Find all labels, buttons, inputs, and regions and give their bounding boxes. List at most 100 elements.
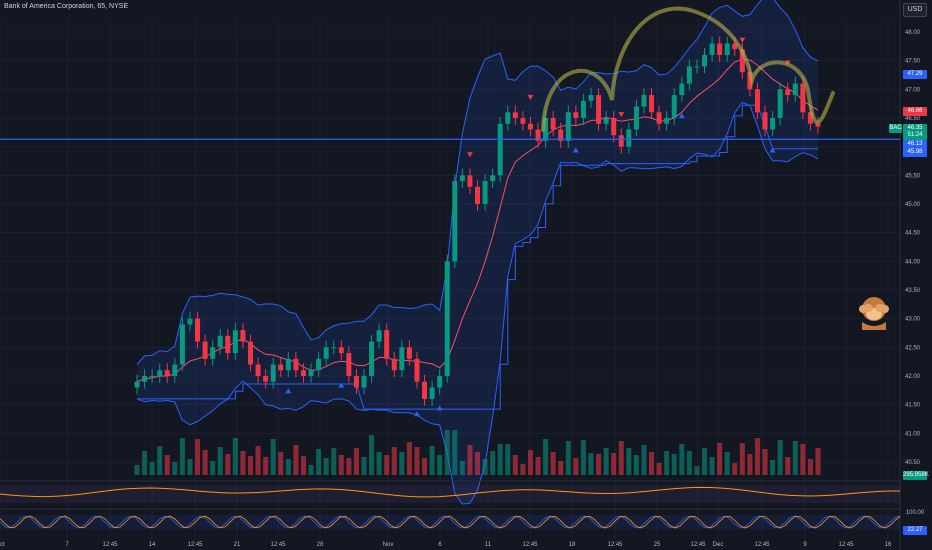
candle <box>762 112 768 130</box>
head-and-shoulders-drawing[interactable] <box>541 6 835 132</box>
candle <box>338 347 344 354</box>
candle <box>285 358 291 371</box>
volume-bar <box>467 445 473 475</box>
volume-bar <box>195 439 201 475</box>
candle <box>573 112 579 118</box>
buy-signal-marker <box>436 405 443 411</box>
candle <box>323 347 329 359</box>
candle <box>270 364 276 382</box>
indicator-value-tag: 100.00 <box>905 510 925 516</box>
volume-bar <box>770 460 776 475</box>
candle <box>717 43 723 55</box>
sell-signal-marker <box>466 152 473 158</box>
candle <box>225 335 231 354</box>
x-tick-label: 12:45 <box>270 542 286 548</box>
volume-bar <box>762 449 768 475</box>
volume-bar <box>248 456 253 475</box>
candle <box>429 387 435 399</box>
candle <box>278 364 284 371</box>
x-tick-label: 18 <box>569 542 576 548</box>
candle <box>792 83 798 96</box>
x-tick-label: 28 <box>317 542 324 548</box>
volume-bar <box>565 441 571 475</box>
candle <box>391 358 397 371</box>
candle <box>626 129 632 147</box>
buy-signal-marker <box>678 113 685 119</box>
candle <box>369 341 375 376</box>
candle <box>603 118 609 124</box>
candle <box>527 123 533 130</box>
y-tick-label: 43.00 <box>905 317 921 323</box>
volume-bar <box>142 451 148 475</box>
candle <box>376 330 382 342</box>
oscillator-line <box>0 486 900 498</box>
volume-bar <box>633 455 639 475</box>
volume-bar <box>164 455 170 475</box>
candle <box>149 376 155 377</box>
x-tick-label: 7 <box>65 542 69 548</box>
trailing-stop-line <box>137 104 818 410</box>
y-tick-label: 42.50 <box>905 345 921 351</box>
candle <box>459 175 465 182</box>
candle <box>679 83 685 96</box>
candle <box>172 364 178 376</box>
volume-bar <box>149 462 155 475</box>
y-tick-label: 45.50 <box>905 173 921 179</box>
volume-bar <box>346 458 352 475</box>
volume-bar <box>490 451 496 475</box>
x-tick-label: 12:45 <box>607 542 623 548</box>
volume-bar <box>384 455 390 475</box>
volume-bar <box>179 438 185 475</box>
volume-bar <box>512 455 518 475</box>
candle <box>134 381 140 388</box>
see-no-evil-monkey-icon <box>859 297 889 330</box>
volume-bar <box>323 458 329 475</box>
x-tick-label: 14 <box>149 542 156 548</box>
volume-bar <box>754 438 760 475</box>
volume-bar <box>792 441 798 475</box>
buy-signal-marker <box>285 388 292 394</box>
volume-bar <box>664 451 670 475</box>
volume-bar <box>210 461 216 475</box>
candle <box>770 118 776 130</box>
currency-button[interactable]: USD <box>903 3 927 17</box>
volume-bar <box>255 446 261 475</box>
candle <box>157 370 163 376</box>
candle <box>580 100 586 118</box>
candle <box>520 118 526 124</box>
x-tick-label: 12:45 <box>187 542 203 548</box>
volume-bar <box>308 465 314 475</box>
bollinger-lower-line <box>136 101 819 505</box>
candle <box>686 66 692 84</box>
volume-bar <box>527 450 533 475</box>
volume-bar <box>172 462 178 475</box>
volume-bar <box>815 448 821 475</box>
volume-bar <box>406 442 412 475</box>
volume-bar <box>656 463 662 475</box>
x-tick-label: 25 <box>654 542 661 548</box>
candle <box>331 347 337 349</box>
y-tick-label: 44.50 <box>905 231 921 237</box>
y-tick-label: 47.50 <box>905 59 921 65</box>
volume-bar <box>331 448 337 475</box>
stoch-d-line <box>0 515 901 529</box>
y-tick-label: 48.00 <box>905 30 921 36</box>
x-tick-label: Oct <box>0 542 5 548</box>
volume-bar <box>353 448 359 475</box>
candle <box>248 341 253 365</box>
candle <box>611 118 617 136</box>
candle <box>361 376 367 388</box>
volume-bar <box>444 430 450 475</box>
x-tick-label: 16 <box>885 542 892 548</box>
volume-bar <box>505 444 511 475</box>
symbol-header: Bank of America Corporation, 65, NYSE <box>4 3 129 10</box>
buy-signal-marker <box>338 382 345 388</box>
candle <box>565 112 571 141</box>
volume-bar <box>679 444 685 475</box>
candle <box>543 118 549 141</box>
volume-bar <box>717 443 723 475</box>
candle <box>437 376 443 388</box>
volume-bar <box>596 454 602 475</box>
bollinger-band-fill <box>137 0 818 504</box>
